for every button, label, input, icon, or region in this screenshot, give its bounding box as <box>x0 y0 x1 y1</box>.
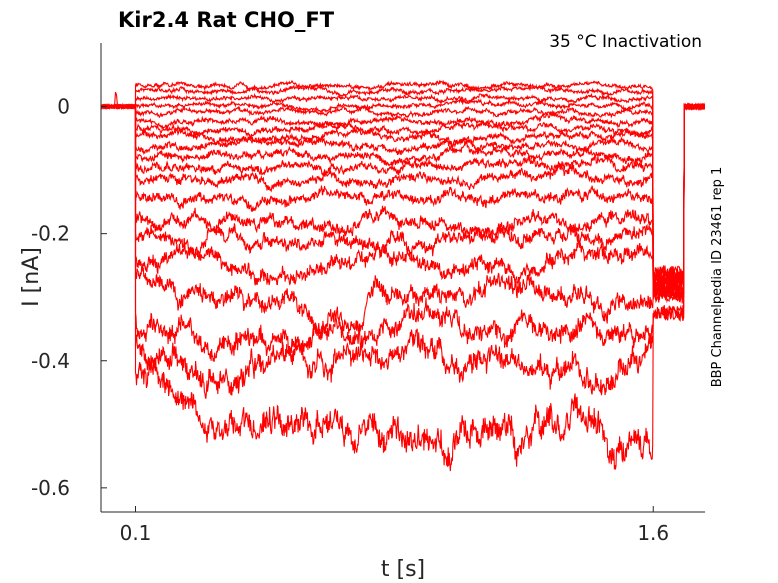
current-trace <box>101 102 705 291</box>
current-trace <box>101 102 705 289</box>
x-tick-label: 0.1 <box>120 521 152 545</box>
current-trace <box>101 102 705 341</box>
current-trace <box>101 84 705 282</box>
chart-title: Kir2.4 Rat CHO_FT <box>118 8 335 32</box>
axes: 0.1 1.6 0 -0.2 -0.4 -0.6 <box>31 43 705 545</box>
current-trace <box>101 103 705 287</box>
y-axis-label: I [nA] <box>19 247 44 307</box>
current-trace <box>101 103 705 299</box>
current-trace <box>101 102 705 295</box>
current-trace <box>101 103 705 304</box>
current-trace <box>101 103 705 286</box>
y-tick-label: -0.4 <box>31 349 70 373</box>
chart-subtitle: 35 °C Inactivation <box>549 32 702 52</box>
side-label: BBP Channelpedia ID 23461 rep 1 <box>710 167 725 388</box>
x-tick-label: 1.6 <box>637 521 669 545</box>
current-trace <box>101 102 705 294</box>
current-trace <box>101 97 705 285</box>
current-trace <box>101 91 705 472</box>
current-trace <box>101 102 705 296</box>
current-trace <box>101 92 705 282</box>
current-trace <box>101 102 705 362</box>
x-axis-label: t [s] <box>381 557 425 582</box>
current-trace <box>101 79 705 280</box>
current-trace <box>101 102 705 291</box>
current-trace <box>101 102 705 399</box>
traces <box>101 79 705 472</box>
current-trace <box>101 103 705 301</box>
y-tick-label: -0.6 <box>31 476 70 500</box>
y-tick-label: 0 <box>57 95 70 119</box>
y-tick-label: -0.2 <box>31 222 70 246</box>
